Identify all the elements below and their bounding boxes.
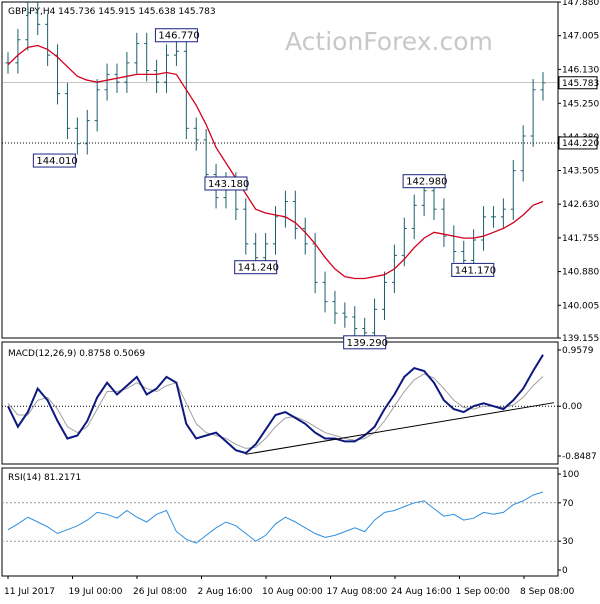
- moving-average-line: [7, 44, 544, 280]
- rsi-panel-frame: [1, 467, 559, 577]
- current-price-box: [558, 76, 598, 90]
- macd-marks: 0.9579 0.00 -0.8487: [2, 346, 597, 462]
- price-axis-label: 147.880: [562, 0, 599, 8]
- rsi-axis-label: 30: [562, 537, 574, 547]
- price-axis-label: 139.155: [562, 334, 599, 344]
- callout-label: 143.180: [208, 179, 249, 190]
- callout-box: [402, 174, 446, 189]
- macd-trendline: [245, 402, 555, 455]
- price-axis-label: 141.755: [562, 234, 599, 244]
- price-axis-label: 143.505: [562, 166, 599, 176]
- price-axis-label: 147.005: [562, 32, 599, 42]
- price-marks: 144.220 145.783: [2, 2, 599, 344]
- current-price-label: 145.783: [562, 79, 599, 89]
- time-axis-label: 10 Aug 00:00: [262, 587, 323, 597]
- macd-axis-label: -0.8487: [562, 452, 597, 462]
- macd-axis-label: 0.9579: [562, 346, 594, 356]
- price-axis-label: 146.130: [562, 65, 599, 75]
- macd-axis-label: 0.00: [562, 402, 582, 412]
- macd-line: [7, 354, 544, 455]
- price-axis-label: 140.005: [562, 301, 599, 311]
- price-panel-title: GBPJPY,H4 145.736 145.915 145.638 145.78…: [8, 7, 216, 17]
- rsi-axis-label: 0: [562, 566, 568, 576]
- level-label-box: [558, 136, 598, 150]
- price-axis: 147.880147.005146.130145.250144.380143.5…: [558, 0, 599, 344]
- time-axis: 11 Jul 2017 19 Jul 00:00 26 Jul 08:00 2 Aug…: [4, 576, 575, 597]
- rsi-axis-label: 100: [562, 470, 579, 480]
- rsi-marks: 100 70 30 0: [2, 470, 579, 576]
- callout-label: 141.170: [455, 265, 496, 276]
- callouts: 146.770 144.010 143.180 141.240 142.980 141.1…: [32, 28, 496, 350]
- time-axis-label: 11 Jul 2017: [4, 587, 55, 597]
- callout-label: 142.980: [406, 177, 447, 188]
- price-axis-label: 142.630: [562, 200, 599, 210]
- time-axis-label: 24 Aug 16:00: [391, 587, 452, 597]
- watermark: ActionForex.com: [285, 27, 493, 56]
- time-axis-label: 8 Sep 08:00: [520, 587, 575, 597]
- level-label: 144.220: [562, 139, 599, 149]
- callout-box: [32, 153, 76, 168]
- callout-box: [204, 176, 248, 191]
- time-axis-label: 26 Jul 08:00: [133, 587, 187, 597]
- callout-label: 144.010: [36, 156, 77, 167]
- macd-panel-title: MACD(12,26,9) 0.8758 0.5069: [8, 349, 145, 359]
- callout-box: [451, 262, 495, 277]
- rsi-axis-label: 70: [562, 499, 574, 509]
- time-axis-label: 1 Sep 00:00: [456, 587, 511, 597]
- rsi-panel-title: RSI(14) 81.2171: [8, 473, 81, 483]
- rsi-line: [7, 491, 544, 544]
- price-axis-label: 145.250: [562, 99, 599, 109]
- callout-box: [343, 335, 387, 350]
- callout-box: [154, 28, 198, 43]
- callout-label: 139.290: [347, 338, 388, 349]
- time-axis-label: 2 Aug 16:00: [198, 587, 253, 597]
- time-axis-label: 19 Jul 00:00: [69, 587, 123, 597]
- price-axis-label: 140.880: [562, 268, 599, 278]
- callout-label: 141.240: [238, 263, 279, 274]
- macd-panel-frame: [1, 341, 559, 465]
- callout-box: [234, 260, 278, 275]
- macd-signal-line: [7, 373, 544, 449]
- callout-label: 146.770: [158, 31, 199, 42]
- time-axis-label: 17 Aug 08:00: [327, 587, 388, 597]
- price-panel-frame: [1, 1, 559, 339]
